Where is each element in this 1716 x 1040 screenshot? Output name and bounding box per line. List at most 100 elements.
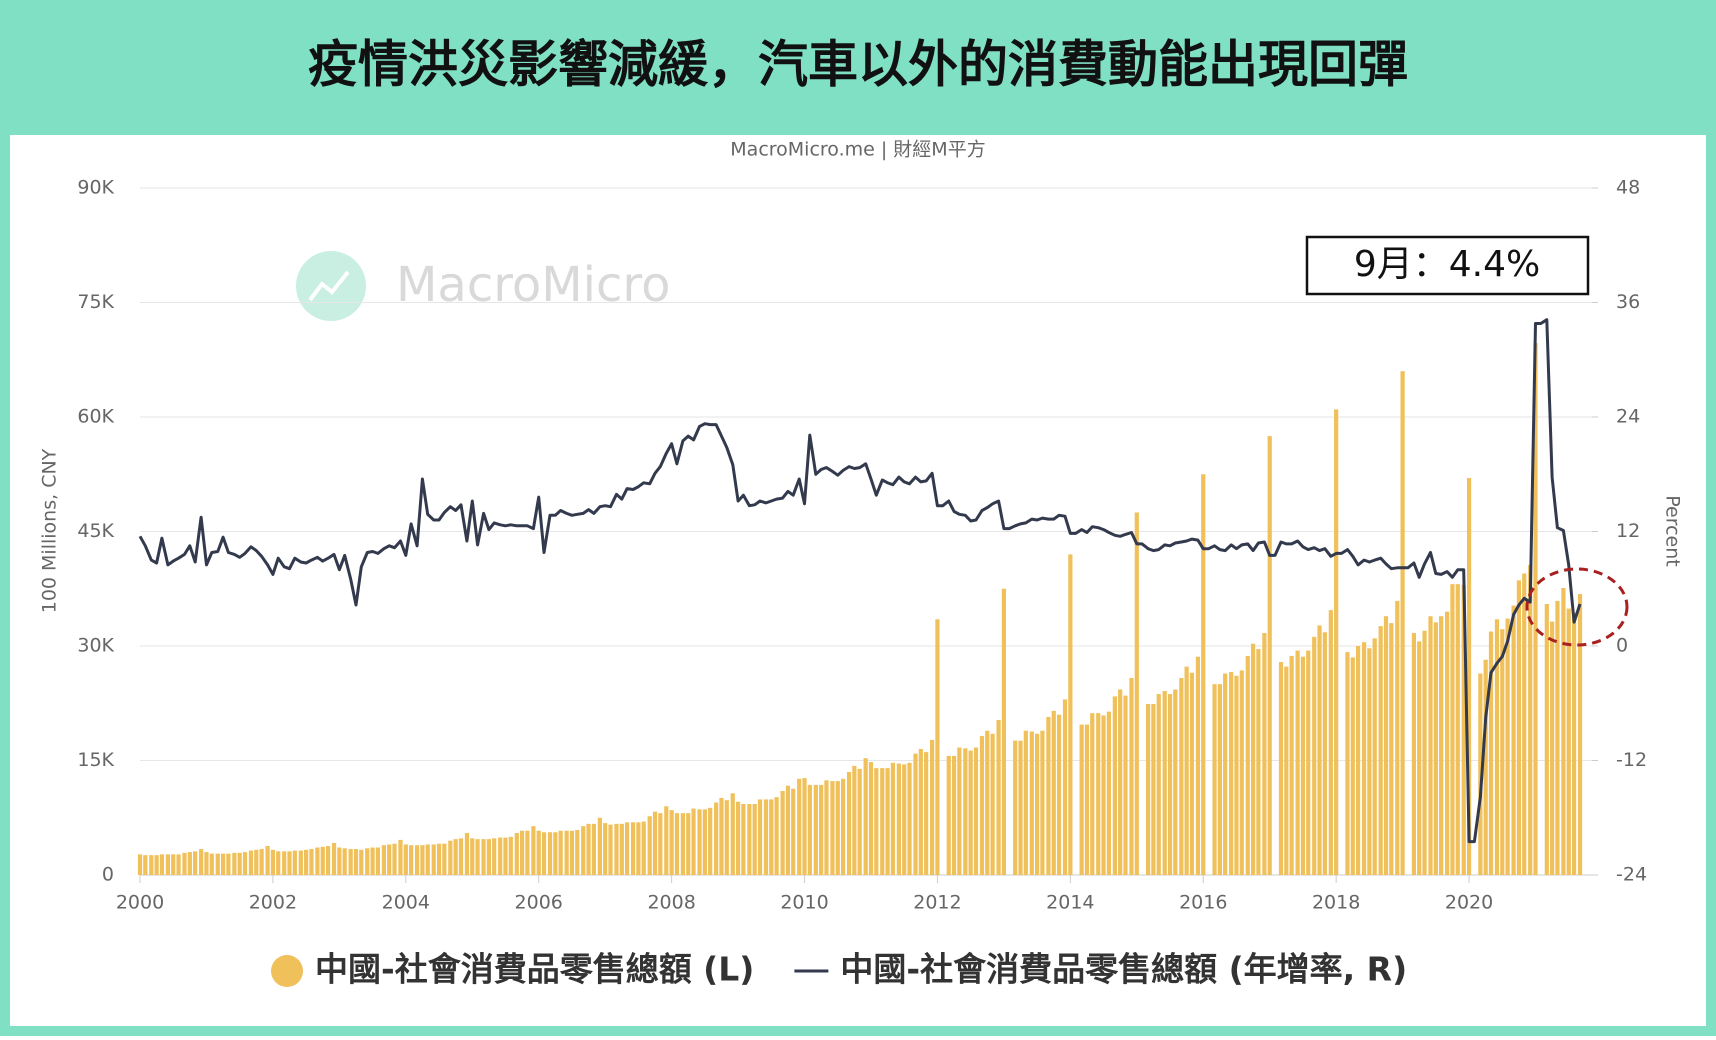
y-tick-label: 45K	[77, 520, 114, 542]
bar	[171, 854, 176, 875]
bar	[1051, 710, 1056, 875]
bar	[403, 844, 408, 875]
bar	[1312, 636, 1317, 875]
y-axis-label: 100 Millions, CNY	[39, 448, 61, 613]
bar	[1001, 588, 1006, 875]
bar	[1389, 623, 1394, 875]
bar	[575, 829, 580, 875]
bar	[1345, 652, 1350, 875]
bar	[857, 768, 862, 875]
bar	[1516, 580, 1522, 875]
bar	[282, 851, 287, 875]
bar	[1068, 554, 1073, 875]
bar	[254, 849, 259, 875]
bar	[1167, 694, 1173, 875]
bar	[719, 797, 724, 875]
bar	[1134, 512, 1139, 875]
bar	[569, 830, 575, 875]
y2-tick-label: 12	[1616, 520, 1640, 542]
bar	[1284, 666, 1289, 875]
bar	[1267, 436, 1272, 875]
bar	[913, 753, 918, 875]
bar	[1466, 478, 1472, 875]
bar	[874, 768, 879, 875]
bar	[387, 844, 392, 875]
bar	[415, 845, 420, 875]
bar	[591, 823, 596, 875]
bar	[392, 843, 397, 875]
bar	[159, 854, 165, 875]
bar	[1189, 672, 1195, 875]
bar	[1433, 622, 1438, 875]
bar	[1528, 565, 1533, 875]
bar	[1334, 409, 1339, 875]
bar	[242, 852, 248, 875]
bar	[1062, 699, 1068, 875]
bar	[1173, 689, 1178, 875]
bar	[658, 813, 663, 875]
bar	[813, 784, 818, 875]
bar	[365, 848, 370, 875]
bar	[708, 807, 713, 875]
bar	[868, 762, 874, 875]
bar	[154, 855, 159, 875]
bar	[276, 851, 281, 875]
bar	[918, 749, 923, 875]
bar	[176, 854, 181, 875]
bar	[348, 849, 353, 875]
bar	[1361, 642, 1367, 875]
bar	[1101, 715, 1106, 875]
bar	[1123, 695, 1128, 875]
bar	[1355, 646, 1361, 875]
bar	[298, 850, 303, 875]
bar	[370, 847, 375, 875]
bar	[630, 822, 636, 875]
chart-title: 疫情洪災影響減緩，汽車以外的消費動能出現回彈	[308, 36, 1408, 94]
bar	[1223, 673, 1228, 875]
bar	[902, 764, 907, 875]
bar	[830, 781, 835, 875]
bar	[1239, 670, 1244, 875]
bar	[1162, 691, 1167, 875]
bar	[1217, 684, 1222, 875]
bar	[520, 830, 525, 875]
bar	[1256, 649, 1261, 875]
bar	[990, 733, 995, 875]
bar	[686, 813, 691, 875]
bar	[757, 799, 763, 875]
watermark: MacroMicro	[396, 257, 670, 313]
bar	[436, 843, 442, 875]
bar	[1056, 714, 1062, 875]
bar	[315, 847, 320, 875]
bar	[304, 849, 309, 875]
bar	[1295, 650, 1300, 875]
bar	[1145, 704, 1151, 875]
bar	[265, 845, 270, 875]
bar	[1013, 740, 1018, 875]
annotation: 9月：4.4%	[1354, 244, 1540, 285]
bar	[442, 843, 447, 875]
bar	[165, 854, 171, 875]
bar	[1561, 587, 1566, 875]
bar	[747, 804, 752, 875]
bar	[564, 830, 569, 875]
bar	[769, 799, 774, 875]
bar	[674, 813, 680, 875]
bar	[669, 810, 674, 875]
bar	[863, 758, 868, 875]
x-tick-label: 2004	[382, 892, 430, 914]
x-tick-label: 2006	[515, 892, 563, 914]
bar	[1505, 618, 1510, 875]
bar	[730, 793, 735, 875]
bar	[475, 839, 480, 875]
bar	[896, 763, 901, 875]
bar	[824, 780, 829, 875]
bar	[624, 822, 630, 875]
bar	[691, 808, 696, 875]
x-tick-label: 2020	[1445, 892, 1493, 914]
legend-label: 中國-社會消費品零售總額 (年增率, R)	[840, 950, 1407, 989]
bar	[636, 822, 641, 875]
bar	[797, 778, 802, 875]
bar	[220, 853, 226, 875]
bar	[320, 846, 325, 875]
